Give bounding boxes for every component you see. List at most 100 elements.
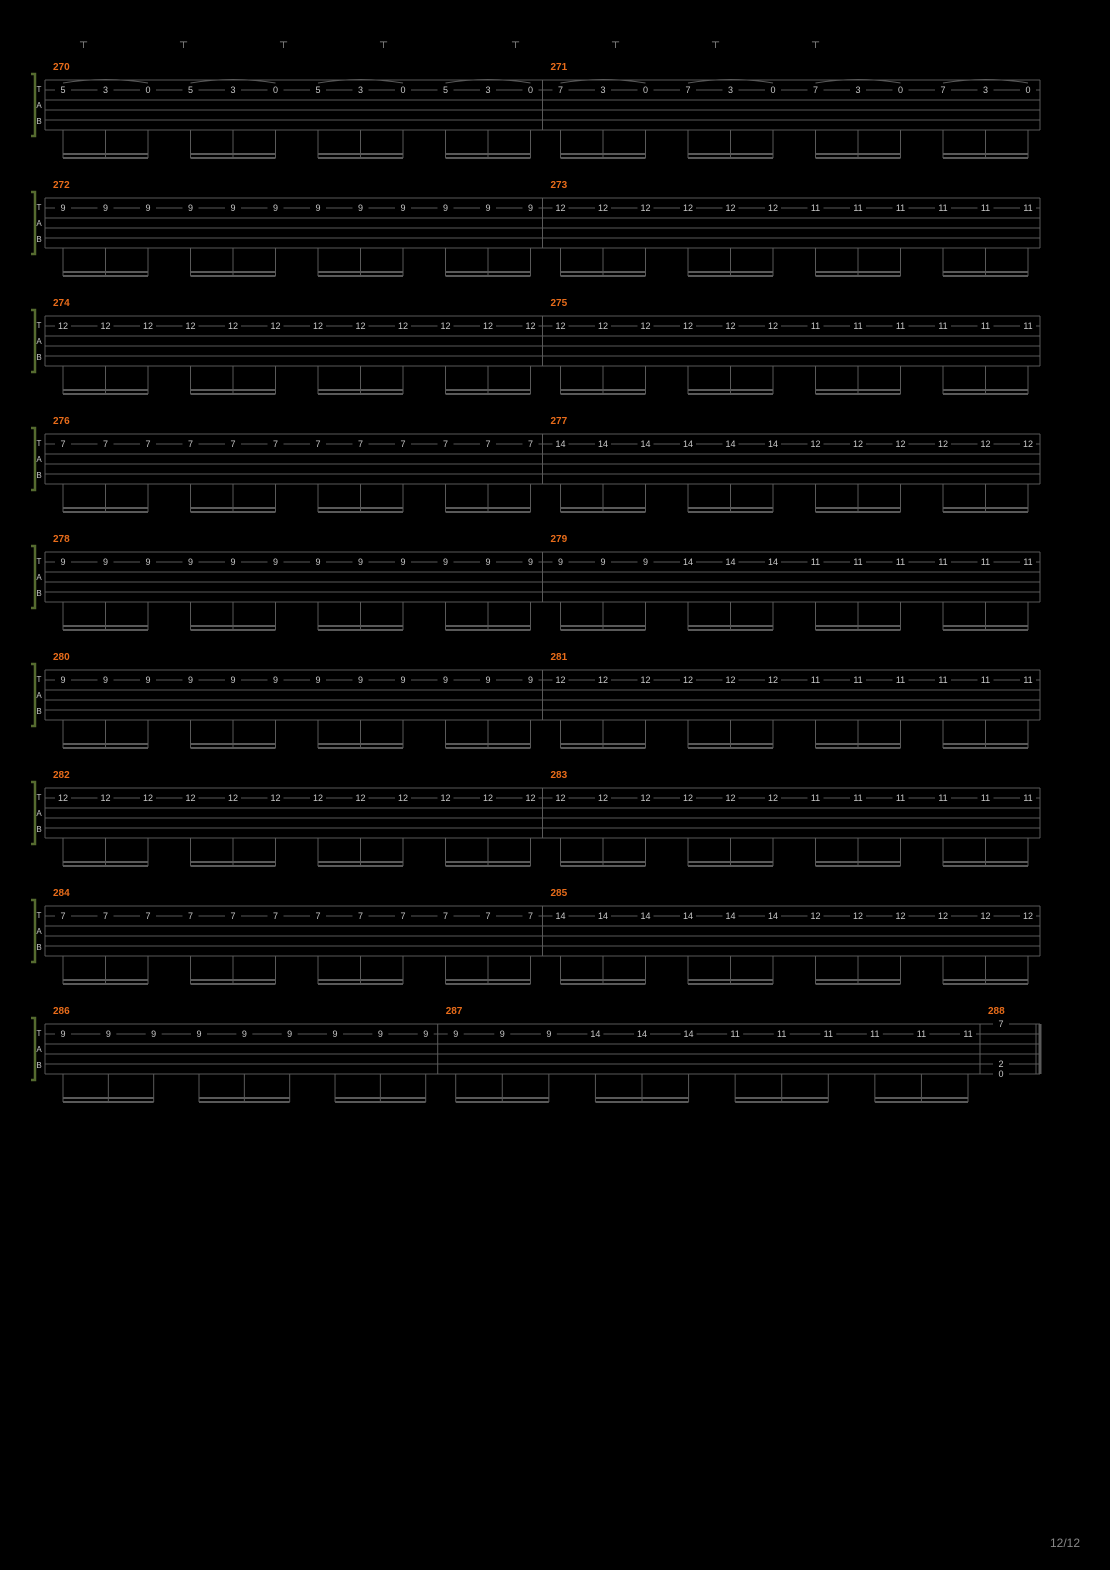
- svg-text:7: 7: [685, 85, 690, 95]
- svg-text:9: 9: [400, 675, 405, 685]
- svg-text:11: 11: [963, 1029, 972, 1039]
- svg-text:12: 12: [725, 321, 735, 331]
- svg-text:7: 7: [940, 85, 945, 95]
- svg-text:9: 9: [273, 675, 278, 685]
- svg-text:3: 3: [983, 85, 988, 95]
- svg-text:270: 270: [53, 62, 70, 73]
- svg-text:0: 0: [998, 1069, 1003, 1079]
- svg-text:11: 11: [853, 557, 862, 567]
- svg-text:9: 9: [103, 675, 108, 685]
- svg-text:14: 14: [640, 911, 650, 921]
- svg-text:9: 9: [528, 557, 533, 567]
- svg-text:12: 12: [938, 911, 948, 921]
- svg-text:12: 12: [270, 321, 280, 331]
- svg-text:A: A: [36, 337, 42, 346]
- svg-text:B: B: [36, 471, 41, 480]
- svg-text:7: 7: [60, 439, 65, 449]
- svg-text:11: 11: [853, 793, 862, 803]
- svg-text:11: 11: [1023, 793, 1032, 803]
- svg-text:9: 9: [60, 1029, 65, 1039]
- svg-text:┬: ┬: [611, 37, 620, 48]
- svg-text:12: 12: [555, 793, 565, 803]
- svg-text:11: 11: [981, 793, 990, 803]
- svg-text:9: 9: [103, 203, 108, 213]
- svg-text:11: 11: [824, 1029, 833, 1039]
- svg-text:T: T: [37, 1029, 42, 1038]
- svg-text:0: 0: [528, 85, 533, 95]
- svg-text:9: 9: [188, 203, 193, 213]
- svg-text:A: A: [36, 691, 42, 700]
- svg-text:14: 14: [768, 439, 778, 449]
- svg-text:12: 12: [440, 321, 450, 331]
- page-number: 12/12: [1050, 1536, 1080, 1550]
- svg-text:273: 273: [551, 180, 568, 191]
- svg-text:12: 12: [768, 203, 778, 213]
- svg-text:12: 12: [555, 675, 565, 685]
- svg-text:9: 9: [643, 557, 648, 567]
- svg-text:9: 9: [358, 675, 363, 685]
- svg-text:11: 11: [777, 1029, 786, 1039]
- svg-text:12: 12: [525, 321, 535, 331]
- svg-text:9: 9: [443, 675, 448, 685]
- svg-text:9: 9: [546, 1029, 551, 1039]
- svg-text:12: 12: [640, 675, 650, 685]
- svg-text:11: 11: [896, 675, 905, 685]
- svg-text:12: 12: [58, 793, 68, 803]
- svg-text:3: 3: [103, 85, 108, 95]
- svg-text:7: 7: [103, 911, 108, 921]
- svg-text:0: 0: [145, 85, 150, 95]
- svg-text:14: 14: [598, 911, 608, 921]
- svg-text:14: 14: [683, 439, 693, 449]
- svg-text:11: 11: [811, 203, 820, 213]
- svg-text:5: 5: [315, 85, 320, 95]
- svg-text:2: 2: [998, 1059, 1003, 1069]
- svg-text:12: 12: [58, 321, 68, 331]
- svg-text:7: 7: [145, 911, 150, 921]
- svg-text:14: 14: [768, 911, 778, 921]
- svg-text:9: 9: [273, 557, 278, 567]
- svg-text:A: A: [36, 101, 42, 110]
- svg-text:271: 271: [551, 62, 568, 73]
- svg-text:9: 9: [400, 557, 405, 567]
- svg-text:11: 11: [730, 1029, 739, 1039]
- svg-text:7: 7: [60, 911, 65, 921]
- svg-text:14: 14: [555, 439, 565, 449]
- svg-text:┬: ┬: [379, 37, 388, 48]
- svg-text:0: 0: [1025, 85, 1030, 95]
- svg-text:11: 11: [853, 203, 862, 213]
- svg-text:11: 11: [938, 321, 947, 331]
- svg-text:12: 12: [525, 793, 535, 803]
- svg-text:7: 7: [103, 439, 108, 449]
- svg-text:11: 11: [853, 675, 862, 685]
- svg-text:281: 281: [551, 652, 568, 663]
- svg-text:9: 9: [315, 675, 320, 685]
- tablature-svg: ┬┬┬┬┬┬┬┬TAB27053053053053027173073073073…: [0, 0, 1110, 1570]
- svg-text:12: 12: [640, 793, 650, 803]
- svg-text:┬: ┬: [179, 37, 188, 48]
- svg-text:12: 12: [768, 675, 778, 685]
- svg-text:T: T: [37, 85, 42, 94]
- svg-text:12: 12: [895, 439, 905, 449]
- svg-text:9: 9: [485, 675, 490, 685]
- svg-text:9: 9: [197, 1029, 202, 1039]
- svg-text:12: 12: [185, 793, 195, 803]
- svg-text:11: 11: [1023, 321, 1032, 331]
- svg-text:9: 9: [453, 1029, 458, 1039]
- svg-text:7: 7: [273, 439, 278, 449]
- svg-text:3: 3: [358, 85, 363, 95]
- svg-text:12: 12: [143, 321, 153, 331]
- svg-text:285: 285: [551, 888, 568, 899]
- svg-text:┬: ┬: [511, 37, 520, 48]
- svg-text:B: B: [36, 589, 41, 598]
- svg-text:11: 11: [981, 321, 990, 331]
- svg-text:287: 287: [446, 1006, 463, 1017]
- svg-text:9: 9: [558, 557, 563, 567]
- svg-text:12: 12: [313, 793, 323, 803]
- svg-text:11: 11: [938, 675, 947, 685]
- svg-text:7: 7: [145, 439, 150, 449]
- svg-text:7: 7: [558, 85, 563, 95]
- svg-text:14: 14: [637, 1029, 647, 1039]
- svg-text:11: 11: [811, 321, 820, 331]
- svg-text:┬: ┬: [79, 37, 88, 48]
- svg-text:12: 12: [683, 793, 693, 803]
